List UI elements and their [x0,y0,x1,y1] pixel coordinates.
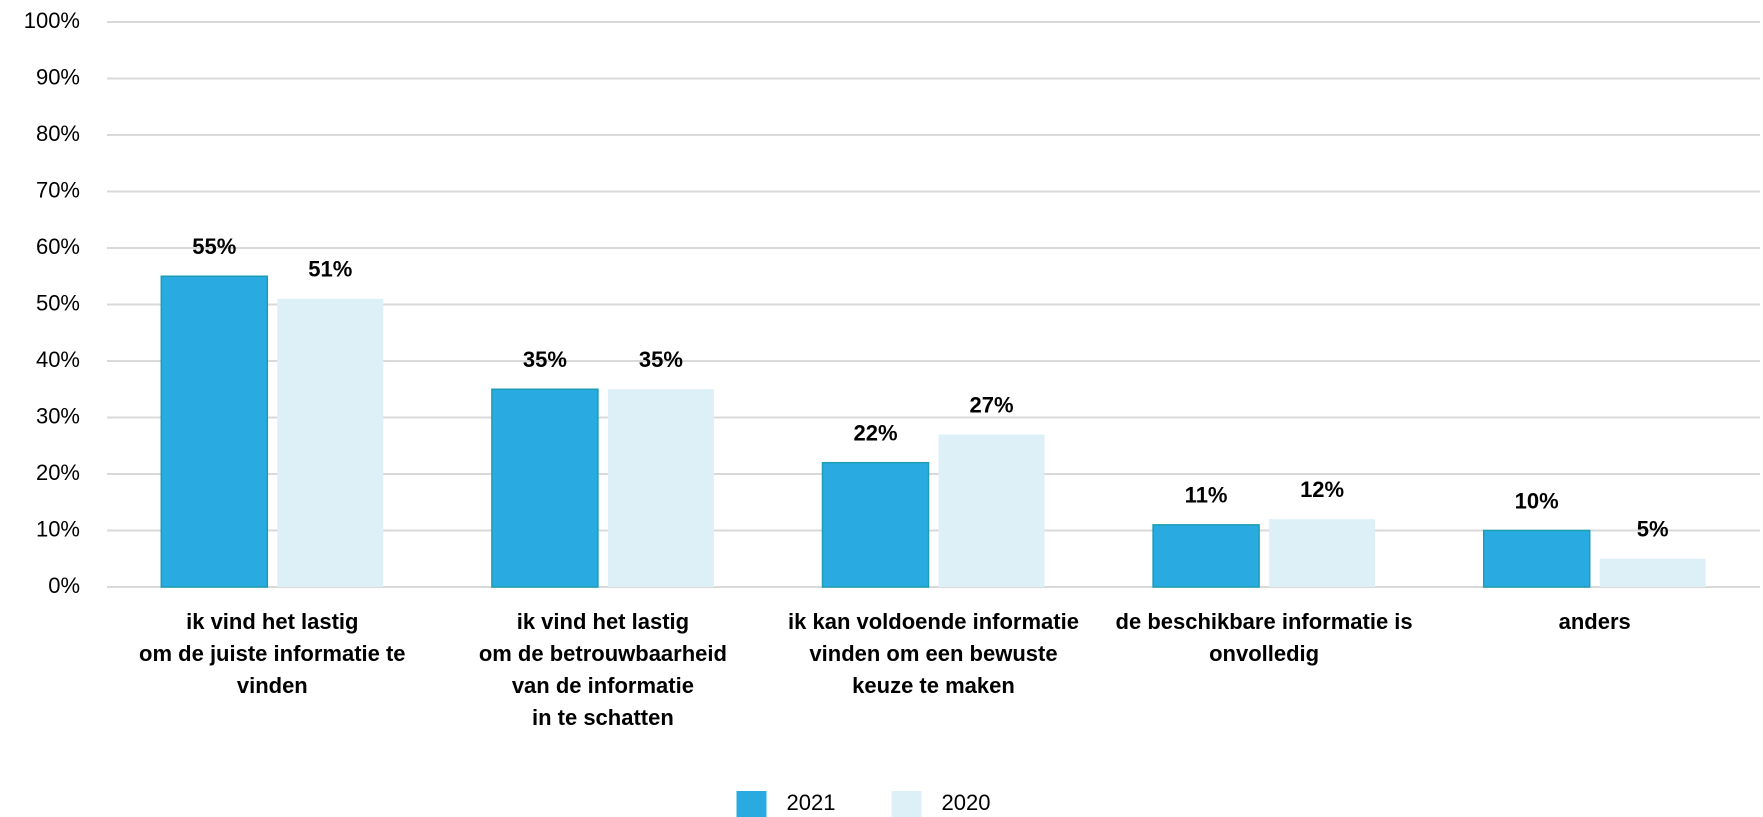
bar [938,434,1045,587]
legend-label: 2020 [942,790,991,815]
x-tick-label: ik vind het lastig [517,609,689,634]
x-tick-label: ik kan voldoende informatie [788,609,1079,634]
x-tick-label: ik vind het lastig [186,609,358,634]
y-tick-label: 10% [36,516,80,541]
value-label: 10% [1515,488,1559,513]
bar [160,275,269,588]
legend-swatch [736,791,767,817]
y-tick-label: 20% [36,460,80,485]
legend-label: 2021 [787,790,836,815]
x-tick-label: onvolledig [1209,641,1319,666]
value-label: 35% [523,347,567,372]
y-tick-label: 40% [36,347,80,372]
bar [1482,529,1591,588]
bar [1269,519,1376,587]
value-label: 12% [1300,477,1344,502]
value-label: 35% [639,347,683,372]
x-tick-label: om de betrouwbaarheid [479,641,727,666]
y-tick-label: 30% [36,403,80,428]
value-label: 55% [192,234,236,259]
x-tick-label: in te schatten [532,705,674,730]
bar [821,461,930,588]
x-tick-label: vinden om een bewuste [809,641,1057,666]
x-tick-label: vinden [237,673,308,698]
bar [1152,524,1260,588]
x-tick-label: om de juiste informatie te [139,641,406,666]
bar [491,388,599,588]
y-tick-label: 90% [36,64,80,89]
value-label: 51% [308,257,352,282]
x-tick-label: keuze te maken [852,673,1015,698]
y-tick-label: 80% [36,121,80,146]
value-label: 22% [853,421,897,446]
y-tick-label: 70% [36,177,80,202]
value-label: 5% [1637,517,1669,542]
y-tick-label: 0% [48,573,80,598]
legend-swatch [891,791,922,817]
x-tick-label: anders [1559,609,1631,634]
bar [277,298,384,587]
value-label: 27% [969,392,1013,417]
y-tick-label: 60% [36,234,80,259]
x-tick-label: de beschikbare informatie is [1116,609,1413,634]
y-tick-label: 50% [36,290,80,315]
x-tick-label: van de informatie [512,673,694,698]
y-tick-label: 100% [24,8,80,33]
bar [1599,558,1706,587]
bar [607,389,714,587]
value-label: 11% [1185,483,1228,508]
